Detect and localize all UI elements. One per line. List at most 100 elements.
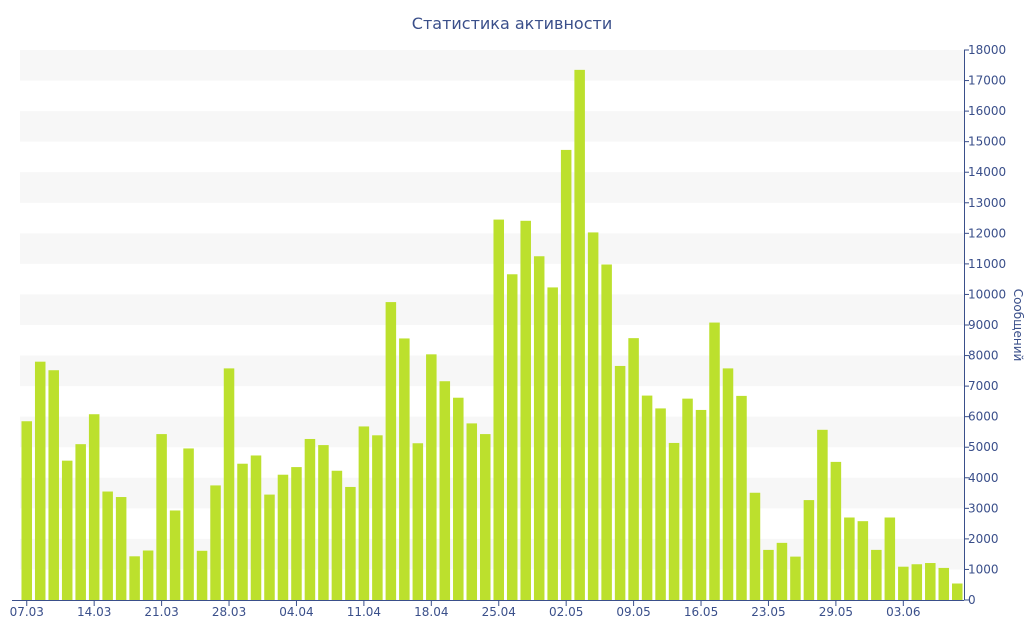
grid-band bbox=[20, 355, 964, 387]
bar bbox=[911, 564, 923, 600]
chart-title: Статистика активности bbox=[411, 14, 613, 33]
bar bbox=[722, 368, 734, 600]
bar bbox=[601, 264, 612, 600]
bar bbox=[776, 542, 788, 600]
bar bbox=[250, 455, 262, 600]
bar bbox=[210, 485, 221, 600]
bar bbox=[898, 566, 909, 600]
bar bbox=[196, 550, 208, 600]
bar bbox=[88, 414, 100, 600]
bar bbox=[277, 474, 289, 600]
bar bbox=[345, 486, 356, 600]
bar bbox=[628, 338, 639, 600]
bar bbox=[533, 256, 545, 600]
grid-band bbox=[20, 233, 964, 264]
y-tick-label: 1000 bbox=[968, 562, 999, 576]
y-tick-label: 17000 bbox=[968, 74, 1006, 88]
bar bbox=[318, 445, 329, 600]
bar bbox=[304, 438, 316, 600]
x-tick-label: 02.05 bbox=[549, 605, 583, 619]
x-tick-label: 16.05 bbox=[684, 605, 718, 619]
bar bbox=[426, 354, 437, 600]
y-tick-label: 12000 bbox=[968, 226, 1006, 240]
bar bbox=[709, 322, 720, 600]
bar bbox=[682, 398, 693, 600]
bar bbox=[749, 492, 761, 600]
y-tick-label: 0 bbox=[968, 593, 976, 607]
y-tick-label: 11000 bbox=[968, 257, 1006, 271]
bar bbox=[668, 442, 680, 600]
grid-band bbox=[20, 294, 964, 325]
bar bbox=[331, 470, 343, 600]
bar bbox=[547, 287, 558, 600]
bar bbox=[560, 149, 572, 600]
bar bbox=[857, 521, 869, 600]
x-tick-label: 11.04 bbox=[347, 605, 381, 619]
bar bbox=[102, 491, 113, 600]
grid-band bbox=[20, 50, 964, 81]
x-tick-label: 04.04 bbox=[279, 605, 313, 619]
bar bbox=[844, 517, 855, 600]
bar bbox=[925, 563, 936, 600]
bar bbox=[951, 583, 963, 600]
bar bbox=[156, 434, 167, 600]
bar bbox=[223, 368, 235, 600]
bar bbox=[736, 395, 747, 600]
bar bbox=[399, 338, 410, 600]
bar bbox=[412, 443, 424, 600]
bar bbox=[183, 448, 194, 600]
x-tick-label: 28.03 bbox=[212, 605, 246, 619]
bar bbox=[48, 370, 59, 600]
y-tick-label: 13000 bbox=[968, 196, 1006, 210]
bar bbox=[21, 421, 33, 600]
bar bbox=[129, 556, 140, 600]
y-tick-label: 8000 bbox=[968, 349, 999, 363]
bar bbox=[938, 567, 950, 600]
y-axis-label: Сообщений bbox=[1011, 289, 1024, 362]
x-tick-label: 23.05 bbox=[751, 605, 785, 619]
bar bbox=[520, 220, 531, 601]
bar bbox=[115, 497, 127, 600]
bar bbox=[61, 460, 73, 600]
bar bbox=[871, 549, 882, 600]
y-tick-label: 3000 bbox=[968, 501, 999, 515]
bar bbox=[830, 461, 842, 600]
y-tick-label: 18000 bbox=[968, 43, 1006, 57]
x-tick-label: 25.04 bbox=[482, 605, 516, 619]
bar bbox=[506, 274, 518, 600]
bar bbox=[291, 467, 302, 600]
bar bbox=[479, 434, 491, 600]
bar bbox=[763, 549, 774, 600]
bar bbox=[790, 556, 801, 600]
bar bbox=[884, 517, 896, 600]
bar bbox=[574, 69, 585, 601]
y-tick-label: 14000 bbox=[968, 165, 1006, 179]
y-tick-label: 7000 bbox=[968, 379, 999, 393]
bar bbox=[587, 232, 599, 600]
bar bbox=[34, 361, 46, 600]
y-tick-label: 16000 bbox=[968, 104, 1006, 118]
bar bbox=[264, 494, 275, 600]
bar bbox=[237, 463, 248, 600]
x-tick-label: 07.03 bbox=[10, 605, 44, 619]
y-tick-label: 9000 bbox=[968, 318, 999, 332]
x-tick-label: 14.03 bbox=[77, 605, 111, 619]
bar bbox=[655, 408, 666, 600]
bar bbox=[453, 397, 464, 600]
grid-band bbox=[20, 111, 964, 142]
bar bbox=[817, 429, 828, 600]
x-tick-label: 09.05 bbox=[616, 605, 650, 619]
bar bbox=[358, 426, 370, 600]
x-tick-label: 18.04 bbox=[414, 605, 448, 619]
x-tick-label: 03.06 bbox=[886, 605, 920, 619]
y-tick-label: 15000 bbox=[968, 135, 1006, 149]
bar bbox=[169, 510, 181, 600]
bar bbox=[385, 302, 397, 600]
bar bbox=[641, 395, 653, 600]
bar bbox=[803, 500, 815, 600]
y-tick-label: 4000 bbox=[968, 471, 999, 485]
bar bbox=[142, 550, 154, 600]
y-tick-label: 10000 bbox=[968, 287, 1006, 301]
